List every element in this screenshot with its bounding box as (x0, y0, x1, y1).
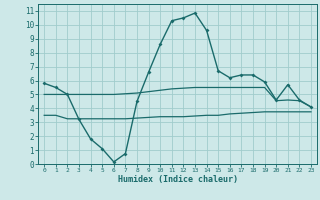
X-axis label: Humidex (Indice chaleur): Humidex (Indice chaleur) (118, 175, 238, 184)
